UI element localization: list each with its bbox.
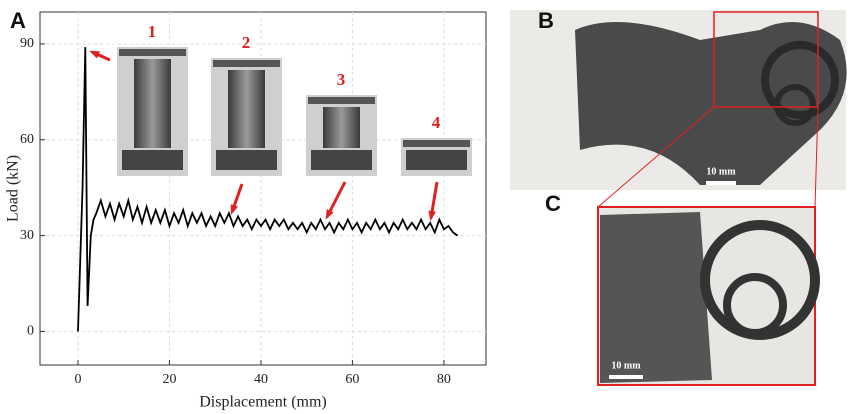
y-axis-label: Load (kN) [5, 155, 22, 222]
platen [119, 49, 186, 56]
specimen [600, 212, 712, 383]
scale-label: 10 mm [706, 166, 736, 177]
panel-label: A [10, 8, 26, 33]
annotation: 1 [148, 22, 157, 41]
scale-bar [706, 181, 736, 185]
y-tick-label: 30 [20, 228, 34, 243]
annotation: 4 [432, 113, 441, 132]
base [406, 150, 467, 170]
base [122, 150, 183, 170]
scale-bar [609, 375, 643, 379]
base [311, 150, 372, 170]
figure: 0 20 40 60 80 0 30 60 90 Displacement (mm) Load (k… [0, 0, 861, 414]
platen [213, 60, 280, 67]
platen [308, 97, 375, 104]
tube [228, 70, 265, 148]
inset-photo [306, 95, 377, 176]
scale-label: 10 mm [611, 360, 641, 371]
platen [403, 140, 470, 147]
base [216, 150, 277, 170]
x-tick-label: 80 [437, 372, 451, 387]
page: 0 20 40 60 80 0 30 60 90 Displacement (mm) Load (k… [0, 0, 861, 414]
y-tick-label: 90 [20, 36, 34, 51]
inset-photo [117, 47, 188, 176]
annotation: 2 [242, 33, 251, 52]
chart: 0 20 40 60 80 0 30 60 90 Displacement (mm) Load (k… [5, 12, 486, 411]
panel-label: B [538, 8, 554, 33]
y-tick-label: 60 [20, 132, 34, 147]
tube [134, 59, 171, 148]
inset-photo [211, 58, 282, 176]
x-axis-label: Displacement (mm) [199, 394, 327, 411]
inset-photo [401, 138, 472, 176]
x-tick-label: 40 [254, 372, 268, 387]
photo-b [510, 10, 847, 190]
tube [323, 107, 360, 148]
annotation: 3 [337, 70, 346, 89]
x-tick-label: 20 [162, 372, 176, 387]
x-tick-label: 60 [345, 372, 359, 387]
x-tick-label: 0 [74, 372, 81, 387]
panel-label: C [545, 191, 561, 216]
y-tick-label: 0 [27, 324, 34, 339]
photo-c [598, 207, 815, 385]
